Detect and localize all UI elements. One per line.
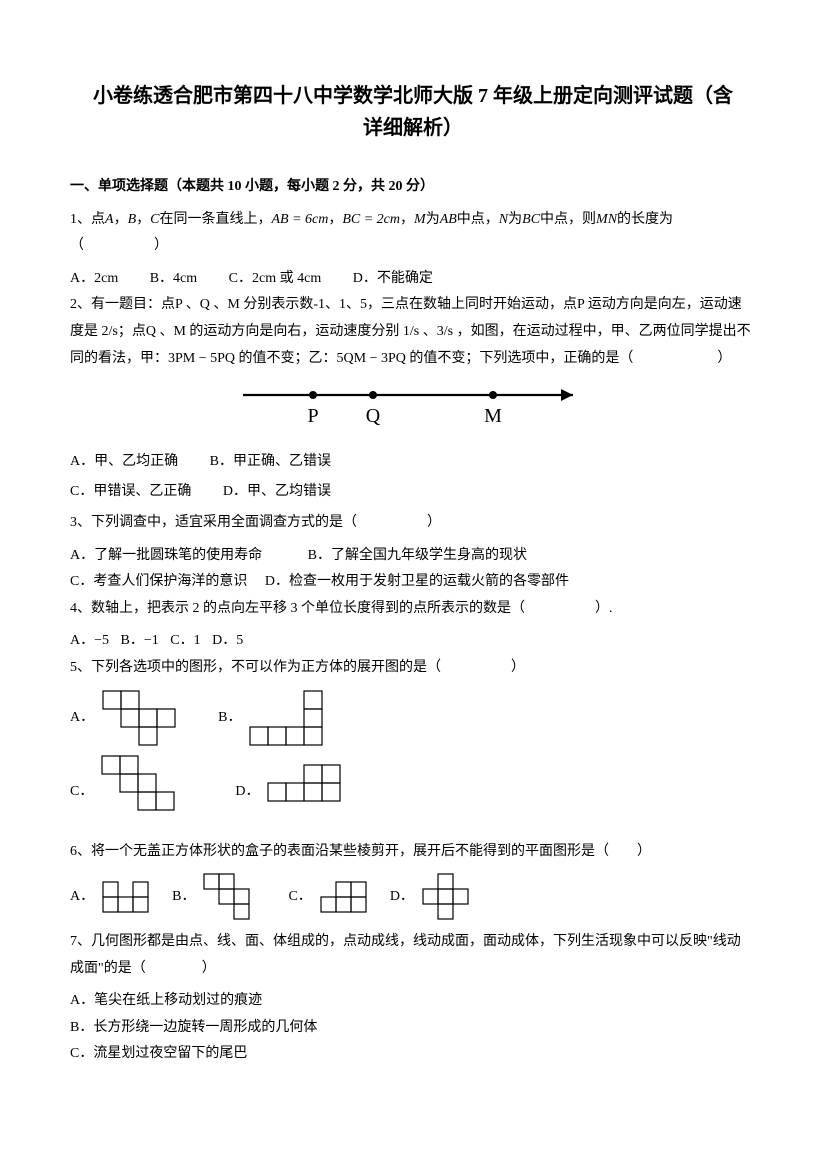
label-m: M	[484, 405, 502, 427]
question-6: 6、将一个无盖正方体形状的盒子的表面沿某些棱剪开，展开后不能得到的平面图形是（ …	[70, 839, 756, 866]
q3-opt-b: B．了解全国九年级学生身高的现状	[308, 548, 527, 563]
q2-opt-b: B．甲正确、乙错误	[210, 454, 331, 469]
q6-label-d: D．	[390, 884, 414, 911]
q2-opt-a: A．甲、乙均正确	[70, 454, 178, 469]
q7-line1: 7、几何图形都是由点、线、面、体组成的，点动成线，线动成面，面动成体，下列生活现…	[70, 934, 741, 949]
q1-opt-d: D．不能确定	[353, 271, 433, 286]
q4-opt-c: C．1	[170, 633, 200, 648]
q5-opt-b: B．	[218, 690, 343, 747]
q5-label-b: B．	[218, 705, 241, 732]
q5-row1: A． B．	[70, 690, 756, 747]
question-7: 7、几何图形都是由点、线、面、体组成的，点动成线，线动成面，面动成体，下列生活现…	[70, 929, 756, 982]
q5-label-d: D．	[235, 779, 259, 806]
q2-number-line-figure: P Q M	[70, 380, 756, 441]
q3-opts-1: A．了解一批圆珠笔的使用寿命 B．了解全国九年级学生身高的现状	[70, 543, 756, 570]
q5-label-a: A．	[70, 705, 94, 732]
q2-options-2: C．甲错误、乙正确 D．甲、乙均错误	[70, 479, 756, 506]
q7-opt-a: A．笔尖在纸上移动划过的痕迹	[70, 988, 756, 1015]
q4-opt-d: D．5	[212, 633, 243, 648]
q1-opt-a: A．2cm	[70, 271, 118, 286]
q2-opt-c: C．甲错误、乙正确	[70, 484, 191, 499]
q2-opt-d: D．甲、乙均错误	[223, 484, 331, 499]
q5-net-a-icon	[102, 690, 178, 747]
q1-opt-c: C．2cm 或 4cm	[229, 271, 322, 286]
q6-label-a: A．	[70, 884, 94, 911]
q6-opt-d: D．	[390, 873, 472, 921]
question-2: 2、有一题目：点P 、Q 、M 分别表示数-1、1、5，三点在数轴上同时开始运动…	[70, 292, 756, 372]
label-p: P	[307, 405, 318, 427]
q6-label-c: C．	[288, 884, 311, 911]
q4-options: A．−5 B．−1 C．1 D．5	[70, 628, 756, 655]
q5-net-d-icon	[267, 764, 361, 821]
q6-net-b-icon	[203, 873, 268, 921]
label-q: Q	[366, 405, 381, 427]
q6-label-b: B．	[172, 884, 195, 911]
q3-opt-a: A．了解一批圆珠笔的使用寿命	[70, 548, 262, 563]
title-line2: 详细解析）	[363, 117, 463, 139]
q5-opt-a: A．	[70, 690, 178, 747]
question-4: 4、数轴上，把表示 2 的点向左平移 3 个单位长度得到的点所表示的数是（ ）.	[70, 596, 756, 623]
q3-opt-c: C．考查人们保护海洋的意识	[70, 574, 247, 589]
q2-line1: 2、有一题目：点P 、Q 、M 分别表示数-1、1、5，三点在数轴上同时开始运动…	[70, 292, 756, 319]
q2-line2: 度是 2/s；点Q 、M 的运动方向是向右，运动速度分别 1/s 、3/s ，如…	[70, 319, 756, 346]
q4-opt-b: B．−1	[121, 633, 159, 648]
page-title: 小卷练透合肥市第四十八中学数学北师大版 7 年级上册定向测评试题（含 详细解析）	[70, 80, 756, 144]
q6-opt-a: A．	[70, 881, 152, 914]
q1-text: 1、点A，B，C在同一条直线上，AB = 6cm，BC = 2cm，M为AB中点…	[70, 212, 673, 254]
q7-line2: 成面"的是（ ）	[70, 961, 216, 976]
q4-opt-a: A．−5	[70, 633, 109, 648]
q6-opt-c: C．	[288, 881, 369, 914]
q5-label-c: C．	[70, 779, 93, 806]
q7-opt-c: C．流星划过夜空留下的尾巴	[70, 1041, 756, 1068]
q5-opt-d: D．	[235, 764, 361, 821]
title-line1: 小卷练透合肥市第四十八中学数学北师大版 7 年级上册定向测评试题（含	[93, 85, 733, 107]
question-5: 5、下列各选项中的图形，不可以作为正方体的展开图的是（ ）	[70, 655, 756, 682]
question-3: 3、下列调查中，适宜采用全面调查方式的是（ ）	[70, 510, 756, 537]
q5-net-c-icon	[101, 755, 195, 831]
q6-net-a-icon	[102, 881, 152, 914]
q5-net-b-icon	[249, 690, 343, 747]
number-line-svg: P Q M	[233, 380, 593, 430]
q7-opt-b: B．长方形绕一边旋转一周形成的几何体	[70, 1015, 756, 1042]
q6-opt-b: B．	[172, 873, 268, 921]
q6-row: A． B． C． D．	[70, 873, 756, 921]
q3-opt-d: D．检查一枚用于发射卫星的运载火箭的各零部件	[265, 574, 569, 589]
q2-line3: 同的看法，甲：3PM − 5PQ 的值不变；乙：5QM − 3PQ 的值不变；下…	[70, 346, 756, 373]
q6-net-d-icon	[422, 873, 472, 921]
q1-options: A．2cm B．4cm C．2cm 或 4cm D．不能确定	[70, 266, 756, 293]
q1-opt-b: B．4cm	[150, 271, 197, 286]
q2-options: A．甲、乙均正确 B．甲正确、乙错误	[70, 449, 756, 476]
q3-opts-2: C．考查人们保护海洋的意识 D．检查一枚用于发射卫星的运载火箭的各零部件	[70, 569, 756, 596]
q5-row2: C． D．	[70, 755, 756, 831]
question-1: 1、点A，B，C在同一条直线上，AB = 6cm，BC = 2cm，M为AB中点…	[70, 207, 756, 260]
q6-net-c-icon	[320, 881, 370, 914]
section-1-header: 一、单项选择题（本题共 10 小题，每小题 2 分，共 20 分）	[70, 174, 756, 201]
q5-opt-c: C．	[70, 755, 195, 831]
